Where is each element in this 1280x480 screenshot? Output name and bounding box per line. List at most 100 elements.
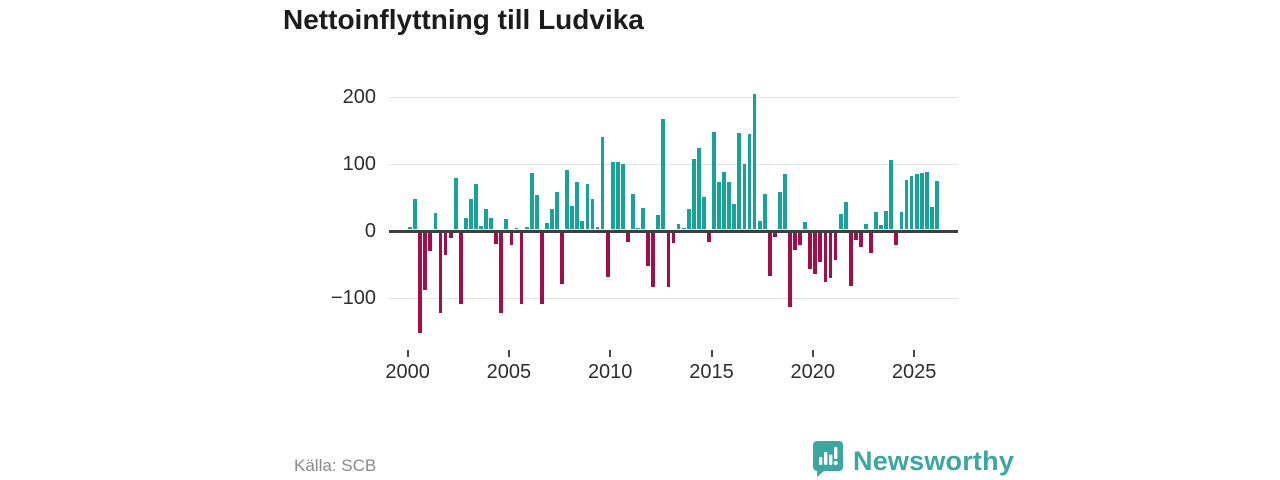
bar: [539, 232, 544, 304]
y-axis-tick-label: 200: [342, 85, 376, 108]
bar: [560, 232, 564, 284]
bar: [463, 218, 468, 230]
bar: [681, 228, 686, 230]
bar: [747, 134, 752, 230]
bar: [864, 224, 868, 230]
bar: [524, 227, 529, 230]
bar: [798, 232, 803, 246]
x-axis-line: [389, 229, 958, 233]
bar: [661, 118, 666, 230]
x-axis-tick: [913, 350, 916, 357]
bar: [767, 232, 772, 276]
gridline: [389, 96, 958, 98]
x-axis-tick-label: 2005: [486, 361, 532, 383]
bar: [631, 193, 635, 230]
x-axis-tick: [710, 350, 713, 357]
bar: [600, 136, 605, 230]
bar: [534, 195, 539, 230]
bar: [919, 173, 924, 230]
bar: [777, 191, 782, 230]
bar: [762, 193, 767, 230]
bar: [737, 133, 742, 230]
gridline: [389, 163, 958, 165]
bar: [479, 226, 483, 230]
bar: [717, 181, 721, 230]
bar: [671, 232, 676, 244]
bar: [813, 232, 818, 274]
x-axis-tick: [507, 350, 510, 357]
bar: [848, 232, 853, 286]
bar: [408, 227, 413, 230]
bar: [879, 225, 884, 230]
bar: [889, 159, 894, 230]
x-axis-tick-label: 2000: [385, 361, 430, 383]
bar: [433, 213, 438, 230]
bar: [418, 232, 423, 334]
bar: [509, 232, 514, 246]
bar: [838, 214, 843, 230]
bar: [702, 197, 706, 230]
bar: [914, 174, 919, 230]
bar: [626, 232, 630, 242]
bar: [929, 207, 934, 230]
bar: [458, 232, 463, 304]
y-axis-tick-label: −100: [330, 287, 376, 310]
bar: [803, 222, 808, 230]
bar: [636, 228, 640, 230]
bar: [691, 158, 696, 230]
bar: [843, 201, 848, 230]
bar: [828, 232, 833, 278]
brand-name: Newsworthy: [853, 445, 1015, 476]
bar: [696, 148, 701, 230]
chart-title: Nettoinflyttning till Ludvika: [283, 4, 644, 35]
bar: [772, 232, 777, 237]
bar: [555, 191, 559, 230]
bar: [610, 161, 615, 230]
bar: [874, 212, 878, 230]
bar: [428, 232, 433, 251]
bar: [783, 173, 787, 230]
bar: [727, 181, 732, 230]
bar: [808, 232, 813, 269]
bar: [529, 173, 534, 230]
bar: [585, 183, 590, 230]
brand-logo: Newsworthy: [812, 440, 1014, 480]
bar: [504, 219, 509, 230]
bar: [474, 184, 478, 230]
bar: [676, 224, 681, 230]
bar: [686, 208, 691, 230]
bar: [732, 203, 737, 230]
x-axis-tick: [811, 350, 814, 357]
bar: [818, 232, 823, 263]
bar: [788, 232, 792, 308]
bar: [575, 182, 580, 230]
source-label: Källa: SCB: [294, 456, 377, 475]
bar: [438, 232, 443, 313]
x-axis-tick-label: 2025: [891, 361, 937, 383]
bar: [469, 199, 473, 230]
bar: [605, 232, 610, 277]
bar: [752, 93, 757, 230]
x-axis-tick: [609, 350, 612, 357]
gridline: [389, 298, 958, 300]
bar: [651, 232, 656, 287]
y-axis-tick-label: 0: [364, 220, 376, 242]
bar: [519, 232, 524, 304]
bar: [656, 215, 661, 230]
bar: [722, 172, 727, 230]
bar: [666, 232, 671, 287]
bar: [869, 232, 873, 254]
bar: [423, 232, 428, 290]
bar-chart-speech-bubble-icon: [812, 440, 844, 480]
bar: [742, 163, 747, 230]
x-axis-tick-label: 2010: [587, 361, 633, 383]
bar: [757, 221, 762, 230]
bar: [615, 161, 620, 230]
bar: [707, 232, 711, 242]
bar: [620, 164, 625, 230]
bar: [443, 232, 448, 256]
bar: [909, 175, 914, 230]
bar: [494, 232, 499, 244]
